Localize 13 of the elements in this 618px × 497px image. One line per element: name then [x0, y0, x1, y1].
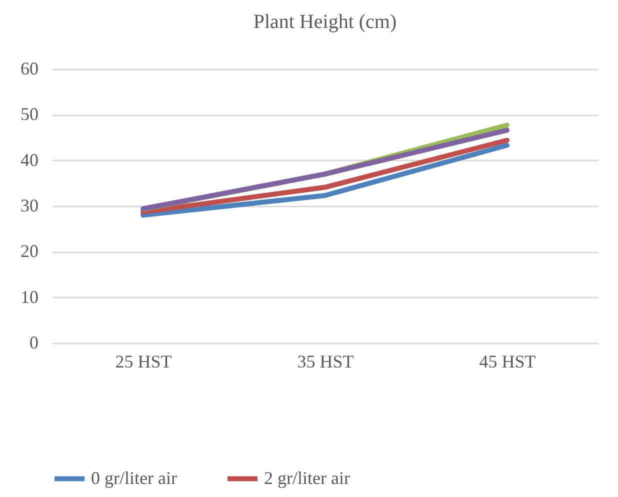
legend-label: 2 gr/liter air: [264, 468, 350, 488]
x-tick-label: 25 HST: [115, 352, 172, 372]
y-tick-label: 20: [20, 241, 38, 262]
y-tick-label: 60: [20, 58, 38, 78]
x-tick-label: 45 HST: [479, 352, 536, 372]
y-tick-label: 50: [20, 104, 38, 124]
y-tick-label: 0: [30, 332, 38, 352]
legend-label: 0 gr/liter air: [91, 468, 177, 488]
y-tick-label: 10: [20, 286, 38, 307]
y-tick-label: 40: [20, 150, 38, 170]
chart-title: Plant Height (cm): [253, 11, 397, 33]
x-tick-label: 35 HST: [297, 352, 354, 372]
y-tick-label: 30: [20, 196, 38, 216]
